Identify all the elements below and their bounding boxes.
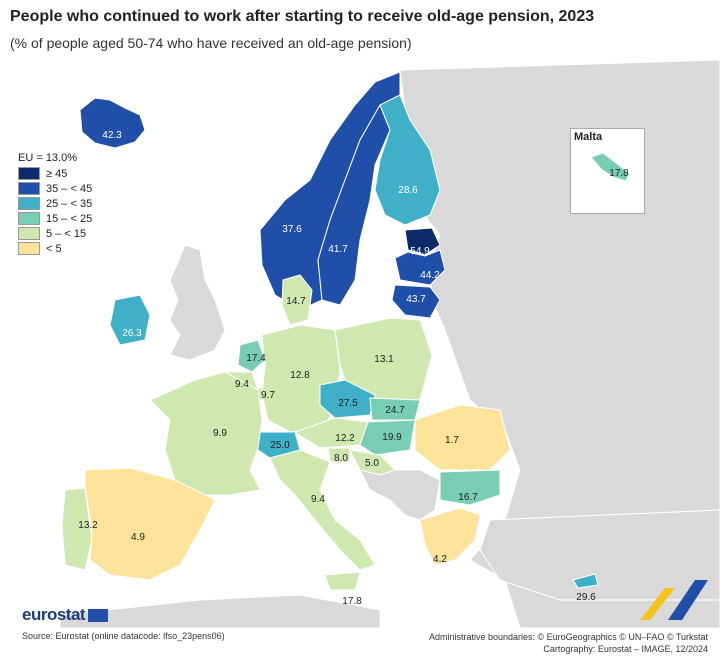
corner-logo-stripe-blue bbox=[668, 580, 708, 620]
croatia bbox=[349, 449, 396, 476]
legend-label: ≥ 45 bbox=[46, 167, 68, 180]
legend-swatch bbox=[18, 182, 40, 195]
label-denmark: 14.7 bbox=[286, 296, 306, 307]
label-slovakia: 24.7 bbox=[385, 405, 405, 416]
label-croatia: 5.0 bbox=[365, 458, 379, 469]
eurostat-logo: eurostat bbox=[22, 605, 109, 625]
source-note: Source: Eurostat (online datacode: lfso_… bbox=[22, 631, 225, 641]
netherlands bbox=[237, 339, 266, 373]
legend-label: 5 – < 15 bbox=[46, 227, 87, 240]
credits-boundaries: Administrative boundaries: © EuroGeograp… bbox=[428, 632, 708, 642]
greece bbox=[419, 507, 481, 566]
legend-item: 15 – < 25 bbox=[18, 211, 92, 226]
legend-swatch bbox=[18, 197, 40, 210]
legend-swatch bbox=[18, 227, 40, 240]
legend-title: EU = 13.0% bbox=[18, 152, 78, 164]
label-romania: 1.7 bbox=[445, 435, 459, 446]
legend-item: 5 – < 15 bbox=[18, 226, 92, 241]
label-sicily: 17.8 bbox=[342, 596, 362, 607]
legend-label: 25 – < 35 bbox=[46, 197, 93, 210]
label-greece: 4.2 bbox=[433, 554, 447, 565]
denmark bbox=[281, 274, 313, 326]
label-malta: 17.8 bbox=[609, 168, 629, 179]
legend-item: ≥ 45 bbox=[18, 166, 92, 181]
uk bbox=[169, 244, 226, 361]
north-africa bbox=[59, 594, 381, 628]
sweden bbox=[317, 103, 391, 306]
sicily bbox=[324, 571, 361, 591]
legend-label: 35 – < 45 bbox=[46, 182, 93, 195]
legend-swatch bbox=[18, 167, 40, 180]
label-sweden: 41.7 bbox=[328, 244, 348, 255]
legend-item: 35 – < 45 bbox=[18, 181, 92, 196]
label-iceland: 42.3 bbox=[102, 130, 122, 141]
label-latvia: 44.2 bbox=[420, 270, 440, 281]
label-czechia: 27.5 bbox=[338, 398, 358, 409]
malta-inset-title: Malta bbox=[574, 131, 603, 143]
malta-inset-map: 17.8 bbox=[590, 152, 630, 182]
label-switzerland: 25.0 bbox=[270, 440, 290, 451]
label-cyprus: 29.6 bbox=[576, 592, 596, 603]
france bbox=[149, 371, 263, 496]
latvia bbox=[394, 249, 446, 286]
hungary bbox=[359, 419, 416, 456]
label-bulgaria: 16.7 bbox=[458, 492, 478, 503]
legend-label: < 5 bbox=[46, 242, 62, 255]
lithuania bbox=[391, 284, 441, 319]
malta-inset: Malta 17.8 bbox=[570, 128, 645, 214]
iceland bbox=[79, 97, 146, 149]
label-spain: 4.9 bbox=[131, 532, 145, 543]
map-title: People who continued to work after start… bbox=[10, 8, 595, 25]
label-finland: 28.6 bbox=[398, 185, 418, 196]
legend-label: 15 – < 25 bbox=[46, 212, 93, 225]
label-hungary: 19.9 bbox=[382, 432, 402, 443]
legend-swatch bbox=[18, 212, 40, 225]
romania bbox=[414, 404, 511, 471]
italy bbox=[269, 449, 376, 571]
label-ireland: 26.3 bbox=[122, 328, 142, 339]
cyprus bbox=[572, 573, 599, 589]
eu-flag-icon bbox=[88, 608, 109, 622]
credits: Administrative boundaries: © EuroGeograp… bbox=[429, 631, 708, 655]
slovenia bbox=[327, 447, 351, 463]
label-norway: 37.6 bbox=[282, 224, 302, 235]
label-luxembourg: 9.7 bbox=[261, 390, 275, 401]
finland bbox=[374, 94, 441, 226]
label-slovenia: 8.0 bbox=[334, 453, 348, 464]
label-lithuania: 43.7 bbox=[406, 294, 426, 305]
brand-name: eurostat bbox=[22, 605, 86, 624]
label-estonia: 54.9 bbox=[410, 246, 430, 257]
legend-item: < 5 bbox=[18, 241, 92, 256]
credits-cartography: Cartography: Eurostat – IMAGE, 12/2024 bbox=[543, 644, 708, 654]
label-belgium: 9.4 bbox=[235, 379, 249, 390]
legend-item: 25 – < 35 bbox=[18, 196, 92, 211]
malta-island bbox=[590, 152, 630, 182]
label-germany: 12.8 bbox=[290, 370, 310, 381]
legend-swatch bbox=[18, 242, 40, 255]
label-netherlands: 17.4 bbox=[246, 353, 266, 364]
label-italy: 9.4 bbox=[311, 494, 325, 505]
label-poland: 13.1 bbox=[374, 354, 394, 365]
spain bbox=[84, 467, 216, 581]
corner-logo-stripes bbox=[640, 588, 675, 620]
label-france: 9.9 bbox=[213, 428, 227, 439]
ireland bbox=[109, 294, 151, 346]
turkey bbox=[479, 509, 720, 601]
map-subtitle: (% of people aged 50-74 who have receive… bbox=[10, 35, 412, 51]
label-austria: 12.2 bbox=[335, 433, 355, 444]
label-portugal: 13.2 bbox=[78, 520, 98, 531]
bulgaria bbox=[439, 469, 501, 506]
czechia bbox=[319, 379, 376, 419]
estonia bbox=[404, 227, 441, 256]
legend: EU = 13.0% ≥ 45 35 – < 45 25 – < 35 15 – < … bbox=[18, 152, 92, 256]
